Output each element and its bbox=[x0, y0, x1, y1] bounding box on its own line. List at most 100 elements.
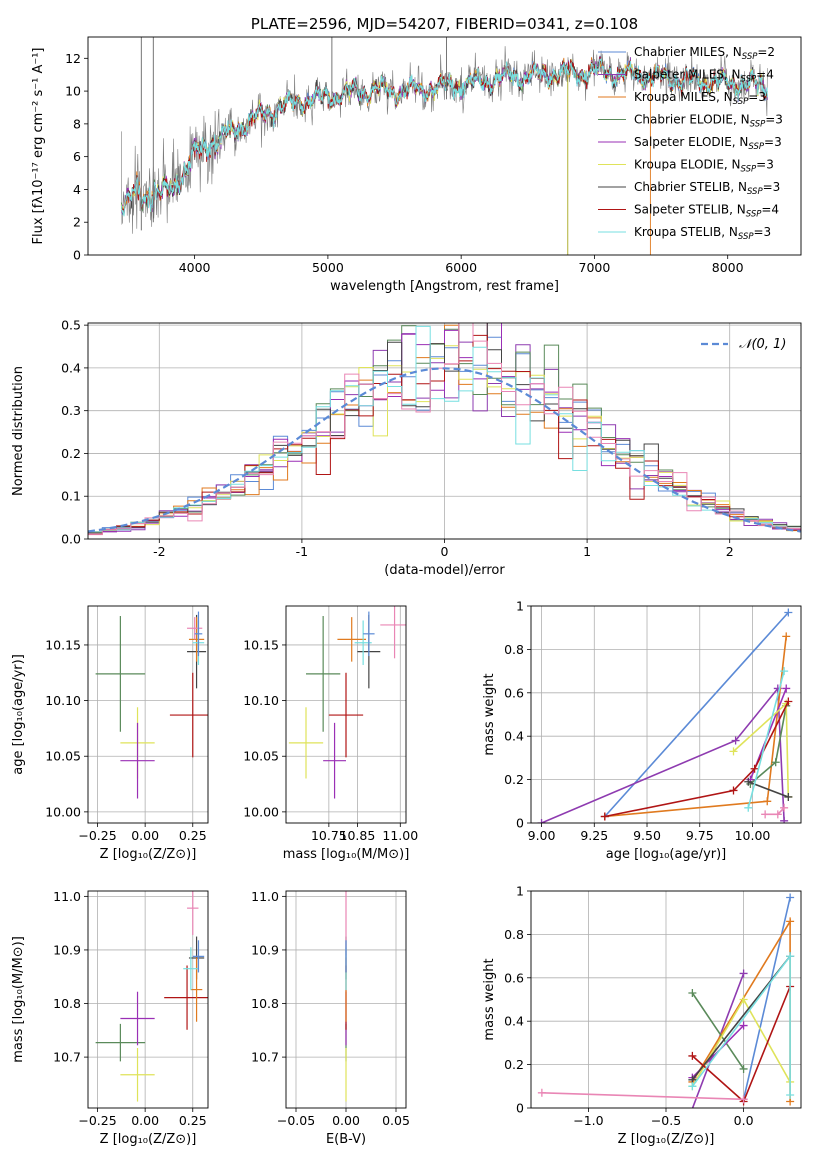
x-tick-label: 0.00 bbox=[131, 1113, 159, 1128]
legend-sub: SSP bbox=[733, 97, 749, 107]
axes-frame bbox=[285, 605, 407, 824]
age-vs-Z-panel: −0.25 0.00 0.25 10.00 10.05 10.10 10.15 Z [log₁… bbox=[11, 605, 209, 862]
x-tick-label: −0.5 bbox=[651, 1113, 681, 1128]
series-marker bbox=[537, 819, 546, 823]
series-marker bbox=[771, 758, 780, 767]
x-tick-label: 10.85 bbox=[340, 828, 376, 843]
mass-weight-vs-age-panel: 9.00 9.25 9.50 9.75 10.00 0 0.2 0.4 0.6 0.8 1 age [… bbox=[482, 599, 802, 862]
legend-label: Kroupa ELODIE, N bbox=[634, 158, 741, 172]
series-line bbox=[541, 686, 785, 823]
residual-histogram bbox=[88, 325, 801, 533]
x-tick-label: −1.0 bbox=[573, 1113, 603, 1128]
y-tick-label: 0.6 bbox=[504, 970, 524, 985]
y-tick-label: 1 bbox=[516, 599, 524, 614]
x-tick-label: 10.75 bbox=[311, 828, 347, 843]
y-tick-label: 10.05 bbox=[45, 749, 81, 764]
legend-label: Kroupa STELIB, N bbox=[634, 225, 738, 239]
y-tick-label: 10.10 bbox=[45, 693, 81, 708]
legend-sub: SSP bbox=[748, 142, 764, 152]
series-marker bbox=[786, 893, 795, 902]
axes-frame bbox=[530, 605, 802, 824]
y-axis-label: mass weight bbox=[482, 673, 497, 755]
legend-label: Salpeter MILES, N bbox=[634, 68, 741, 82]
x-tick-label: 2 bbox=[726, 544, 734, 559]
x-tick-label: −0.25 bbox=[78, 828, 116, 843]
legend-suffix: =4 bbox=[761, 203, 779, 217]
x-axis-label: (data-model)/error bbox=[384, 563, 505, 578]
x-tick-label: 11.00 bbox=[382, 828, 418, 843]
y-tick-label: 0.0 bbox=[61, 532, 81, 547]
mass-vs-Z-panel: −0.25 0.00 0.25 10.7 10.8 10.9 11.0 Z [log₁₀(Z/… bbox=[11, 889, 209, 1147]
y-tick-label: 10 bbox=[65, 84, 81, 99]
legend-sub: SSP bbox=[738, 232, 754, 242]
legend-suffix: =3 bbox=[756, 158, 774, 172]
y-tick-label: 0.4 bbox=[504, 1014, 524, 1029]
y-axis-label: age [log₁₀(age/yr)] bbox=[11, 654, 26, 775]
series-marker bbox=[739, 1021, 748, 1030]
x-tick-label: 1 bbox=[583, 544, 591, 559]
series-marker bbox=[688, 1082, 697, 1091]
x-tick-label: 0.0 bbox=[734, 1113, 754, 1128]
series-marker bbox=[761, 810, 770, 819]
legend-entry: Chabrier ELODIE, NSSP=3 bbox=[634, 113, 783, 130]
mass-vs-EBV-panel: −0.05 0.00 0.05 10.7 10.8 10.9 11.0 E(B-V) bbox=[251, 889, 410, 1147]
residual-histogram bbox=[88, 323, 801, 536]
series-marker bbox=[782, 684, 791, 693]
y-tick-label: 0.3 bbox=[61, 403, 81, 418]
y-tick-label: 0.2 bbox=[61, 446, 81, 461]
y-axis-label: mass weight bbox=[482, 958, 497, 1040]
x-tick-label: 0.25 bbox=[179, 1113, 207, 1128]
legend-entry: Chabrier MILES, NSSP=2 bbox=[634, 45, 775, 62]
y-tick-label: 10.00 bbox=[243, 804, 279, 819]
series-marker bbox=[786, 1090, 795, 1099]
series-marker bbox=[750, 764, 759, 773]
legend-suffix: =3 bbox=[764, 135, 782, 149]
legend-suffix: =3 bbox=[748, 90, 766, 104]
series-marker bbox=[685, 1113, 693, 1121]
legend-entry: Kroupa MILES, NSSP=3 bbox=[634, 90, 766, 107]
legend-label: Salpeter ELODIE, N bbox=[634, 135, 748, 149]
series-marker bbox=[784, 792, 793, 801]
normal-curve bbox=[88, 367, 801, 533]
legend-suffix: =4 bbox=[756, 68, 774, 82]
x-tick-label: 7000 bbox=[579, 260, 611, 275]
series-marker bbox=[784, 608, 793, 617]
y-tick-label: 0.2 bbox=[504, 1057, 524, 1072]
y-tick-label: 10.10 bbox=[243, 693, 279, 708]
x-tick-label: 10.00 bbox=[735, 828, 771, 843]
y-tick-label: 0 bbox=[73, 248, 81, 263]
x-axis-label: Z [log₁₀(Z/Z⊙)] bbox=[100, 847, 197, 862]
y-tick-label: 11.0 bbox=[53, 889, 81, 904]
legend-entry: Kroupa STELIB, NSSP=3 bbox=[634, 225, 771, 242]
x-tick-label: 9.50 bbox=[633, 828, 661, 843]
y-axis-label: Normed distribution bbox=[11, 366, 26, 496]
x-tick-label: 4000 bbox=[179, 260, 211, 275]
legend-label: Chabrier ELODIE, N bbox=[634, 113, 750, 127]
series-marker bbox=[744, 777, 753, 786]
series-marker bbox=[739, 1064, 748, 1073]
y-tick-label: 0.1 bbox=[61, 489, 81, 504]
series-marker bbox=[786, 917, 795, 926]
legend-sub: SSP bbox=[741, 75, 757, 85]
y-tick-label: 10.8 bbox=[251, 996, 279, 1011]
series-line bbox=[765, 807, 785, 816]
spectrum-panel: 4000 5000 6000 7000 8000 0 2 4 6 8 10 12 wavelength … bbox=[31, 15, 802, 294]
x-tick-label: 0 bbox=[441, 544, 449, 559]
x-axis-label: E(B-V) bbox=[326, 1132, 366, 1147]
axes-frame bbox=[285, 890, 407, 1109]
series-marker bbox=[780, 803, 789, 812]
residual-histogram bbox=[88, 334, 801, 535]
series-line bbox=[604, 701, 790, 818]
y-tick-label: 0.6 bbox=[504, 685, 524, 700]
y-tick-label: 10.9 bbox=[53, 942, 81, 957]
series-marker bbox=[537, 1088, 546, 1097]
y-tick-label: 0.8 bbox=[504, 642, 524, 657]
legend-entry: Salpeter STELIB, NSSP=4 bbox=[634, 203, 779, 220]
legend-label: Chabrier STELIB, N bbox=[634, 180, 747, 194]
y-tick-label: 2 bbox=[73, 215, 81, 230]
legend-label: Chabrier MILES, N bbox=[634, 45, 742, 59]
y-tick-label: 0.4 bbox=[61, 360, 81, 375]
y-tick-label: 11.0 bbox=[251, 889, 279, 904]
x-tick-label: 9.00 bbox=[528, 828, 556, 843]
